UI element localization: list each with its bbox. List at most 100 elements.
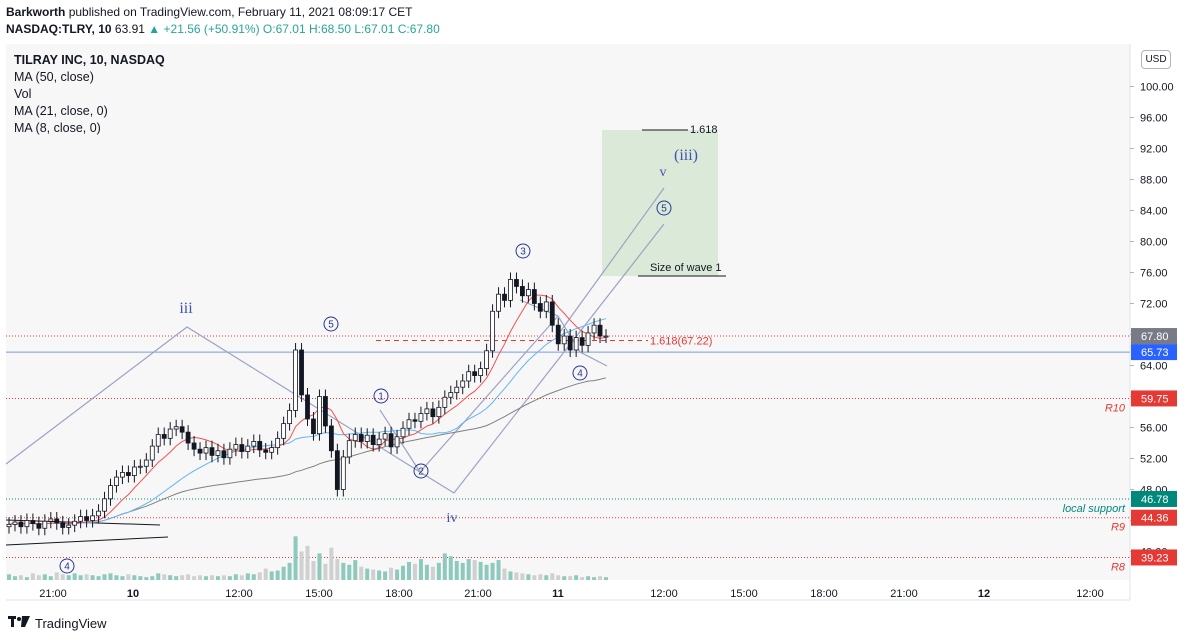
candle-body [191, 442, 197, 450]
volume-bar [263, 568, 268, 580]
volume-bar [406, 561, 411, 580]
wave-label: iii [179, 300, 193, 317]
candle-body [531, 289, 537, 304]
candle-body [382, 433, 388, 440]
price-axis-label [1131, 509, 1177, 526]
price-axis-label-text: 67.80 [1141, 331, 1169, 343]
x-tick-label: 21:00 [890, 588, 918, 600]
y-tick-label: 100.00 [1140, 82, 1174, 94]
candle-body [263, 449, 269, 453]
volume-bar [30, 573, 35, 580]
currency-button[interactable]: USD [1141, 50, 1171, 69]
candle-body [84, 516, 90, 521]
level-label: R8 [1111, 561, 1126, 573]
volume-bar [102, 574, 107, 580]
legend-vol[interactable]: Vol [14, 87, 32, 101]
price-axis-label [1131, 390, 1177, 407]
wave-circle-label: 5 [661, 204, 667, 215]
wave-circle [572, 365, 588, 381]
volume-bar [329, 547, 334, 580]
candle-body [257, 441, 263, 451]
wave-circle-label: 4 [577, 369, 583, 380]
candle-body [90, 515, 95, 521]
candle-body [102, 498, 107, 512]
candle-body [155, 434, 161, 447]
volume-bar [209, 575, 214, 580]
candle-body [287, 410, 292, 425]
volume-bar [150, 576, 155, 580]
candle-body [448, 392, 454, 398]
candle-body [436, 406, 442, 418]
candle-body [364, 434, 370, 442]
candle-body [370, 434, 376, 445]
volume-bar [335, 559, 340, 580]
x-tick-label: 15:00 [305, 588, 333, 600]
level-label: R9 [1111, 522, 1125, 534]
wave-channel-line [453, 223, 665, 494]
price-axis-label-text: 46.78 [1141, 494, 1169, 506]
volume-bar [54, 572, 59, 580]
candle-body [573, 337, 579, 351]
candle-body [561, 335, 567, 345]
price-axis-label [1131, 490, 1177, 507]
wave-circle [59, 558, 75, 574]
wave-circle [515, 243, 531, 259]
volume-bar [221, 575, 226, 580]
level-label: R10 [1105, 402, 1126, 414]
price-axis-label [1131, 344, 1177, 361]
volume-bar [12, 576, 17, 580]
candle-body [293, 349, 298, 411]
volume-bar [156, 573, 161, 580]
volume-bar [317, 553, 322, 580]
volume-bar [490, 562, 495, 580]
volume-bar [383, 571, 388, 580]
volume-bar [508, 571, 513, 580]
wave-circle-label: 3 [520, 247, 526, 258]
candle-body [305, 394, 310, 420]
candle-body [311, 418, 316, 435]
volume-bar [532, 575, 537, 580]
volume-bar [239, 575, 244, 580]
candle-body [6, 523, 12, 528]
candle-body [406, 419, 412, 429]
plot-area [6, 44, 1130, 580]
x-tick-label: 12:00 [650, 588, 678, 600]
volume-bar [353, 560, 358, 580]
volume-bar [478, 561, 483, 580]
candle-body [317, 396, 322, 435]
candle-body [66, 524, 72, 528]
legend-ma8[interactable]: MA (8, close, 0) [14, 121, 101, 135]
candle-body [484, 350, 490, 369]
symbol-label: NASDAQ:TLRY, 10 [6, 22, 112, 36]
candle-body [430, 408, 436, 418]
candle-body [299, 349, 304, 396]
candle-body [591, 324, 597, 334]
volume-bar [138, 576, 143, 580]
price-axis-label [1131, 549, 1177, 566]
candle-body [48, 518, 54, 522]
candle-body [400, 427, 406, 438]
wave-circle-label: 2 [418, 467, 424, 478]
author-name[interactable]: Barkworth [6, 5, 66, 19]
candle-body [227, 448, 233, 459]
candle-body [514, 279, 519, 287]
volume-bar [418, 559, 423, 580]
price-axis-label-text: 39.23 [1141, 552, 1169, 564]
wave-circle-label: 4 [64, 562, 70, 573]
wave-label: v [660, 165, 667, 180]
y-tick-label: 56.00 [1140, 423, 1168, 435]
volume-bar [496, 560, 501, 580]
wave-channel-line [419, 315, 559, 473]
candle-body [209, 447, 215, 456]
y-tick-label: 88.00 [1140, 175, 1168, 187]
volume-bar [526, 574, 531, 580]
volume-bar [168, 575, 173, 580]
volume-bar [460, 562, 465, 580]
chart-header: Barkworth published on TradingView.com, … [6, 4, 440, 38]
legend-ma21[interactable]: MA (21, close, 0) [14, 104, 108, 118]
volume-bar [42, 574, 47, 580]
legend-ma50[interactable]: MA (50, close) [14, 70, 94, 84]
y-tick-label: 92.00 [1140, 144, 1168, 156]
footer-brand[interactable]: TradingView [35, 616, 107, 631]
